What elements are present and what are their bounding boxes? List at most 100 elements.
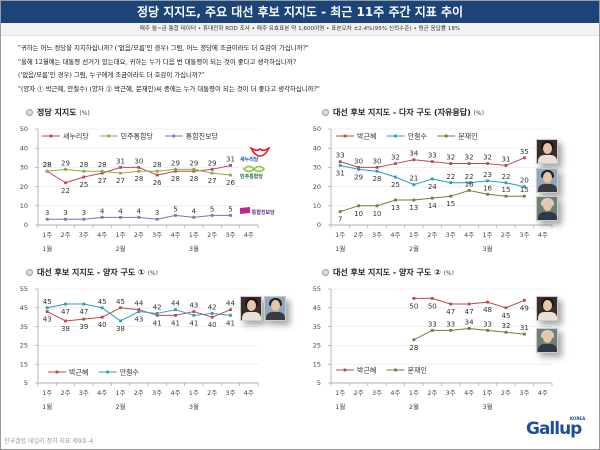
question-candidate: "올해 12월에는 대통령 선거가 있는데요, 귀하는 누가 다음 번 대통령이… — [18, 57, 297, 66]
data-label: 28 — [153, 161, 162, 169]
chart-multi: 0 10 20 30 40 50 1주 2주 3주 4주 1주 2주 3주 4주 1주 2주 3주 4주 1월 2월 3… — [313, 125, 553, 253]
data-label: 32 — [465, 154, 474, 162]
y-tick-label: 0 — [317, 221, 321, 229]
footer-note: 한국갤럽 데일리 정치 지표 제9호-4 — [4, 438, 94, 445]
data-label: 48 — [483, 306, 492, 314]
data-point — [174, 308, 177, 312]
saenuri-logo: 새누리당 — [240, 147, 271, 163]
data-label: 42 — [208, 303, 217, 311]
data-label: 15 — [501, 186, 510, 194]
data-label: 27 — [116, 177, 125, 185]
y-tick-label: 35 — [313, 323, 321, 331]
x-tick-label: 2주 — [427, 231, 437, 239]
legend-label: 문재인 — [408, 366, 427, 375]
data-point — [192, 167, 196, 171]
data-label: 10 — [373, 210, 382, 218]
x-tick-label: 2주 — [60, 231, 70, 239]
data-label: 20 — [520, 177, 529, 185]
data-point — [100, 169, 104, 173]
data-point — [64, 181, 67, 185]
data-label: 29 — [208, 159, 217, 167]
x-tick-label: 4주 — [97, 389, 107, 397]
data-point — [412, 158, 416, 162]
x-tick-label: 1주 — [335, 389, 345, 397]
data-label: 4 — [118, 207, 123, 215]
x-tick-label: 3주 — [519, 231, 529, 239]
data-point — [486, 162, 489, 165]
data-label: 47 — [446, 308, 455, 316]
data-label: 28 — [409, 344, 418, 352]
month-label: 2월 — [116, 244, 126, 253]
x-tick-label: 3주 — [446, 389, 456, 397]
chart-two1: 5 15 25 35 45 55 1주 2주 3주 4주 1주 2주 3주 4주 1주 2주 3주 4주 1월 2월 3… — [20, 285, 259, 411]
data-label: 42 — [153, 303, 162, 311]
x-tick-label: 2주 — [134, 389, 144, 397]
photo-ahn-cheolsoo — [536, 168, 558, 193]
bullet-icon — [26, 269, 33, 276]
data-label: 15 — [446, 200, 455, 208]
legend-label: 박근혜 — [69, 368, 88, 377]
legend-marker — [444, 134, 448, 138]
data-label: 31 — [226, 155, 235, 163]
y-tick-label: 15 — [313, 360, 321, 368]
data-point — [210, 315, 214, 319]
y-tick-label: 50 — [313, 125, 321, 133]
data-point — [119, 319, 122, 323]
x-tick-label: 2주 — [207, 231, 217, 239]
x-tick-label: 3주 — [446, 231, 456, 239]
data-label: 30 — [373, 157, 382, 165]
data-point — [412, 297, 416, 300]
data-point — [430, 297, 434, 300]
data-label: 29 — [171, 159, 180, 167]
y-tick-label: 5 — [317, 379, 321, 387]
data-label: 35 — [520, 148, 529, 156]
data-point — [430, 328, 434, 332]
data-label: 22 — [465, 173, 474, 181]
data-point — [504, 306, 508, 310]
data-label: 32 — [391, 154, 400, 162]
data-point — [210, 171, 214, 175]
x-tick-label: 2주 — [134, 231, 144, 239]
data-label: 28 — [171, 175, 180, 183]
data-label: 49 — [520, 304, 529, 312]
legend-label: 새누리당 — [63, 132, 89, 141]
data-point — [192, 313, 196, 317]
data-point — [82, 169, 86, 173]
x-tick-label: 2주 — [354, 231, 364, 239]
data-point — [357, 166, 361, 169]
data-label: 3 — [63, 209, 67, 217]
data-point — [357, 204, 361, 208]
x-tick-label: 3주 — [225, 389, 235, 397]
data-point — [430, 177, 434, 181]
data-label: 3 — [82, 209, 86, 217]
data-point — [338, 164, 342, 167]
x-tick-label: 4주 — [170, 231, 180, 239]
bullet-icon — [322, 269, 329, 276]
data-point — [64, 319, 67, 323]
data-point — [522, 332, 526, 336]
chart-title-two1: 대선 후보 지지도 - 양자 구도 ① (%) — [26, 267, 158, 278]
month-label: 1월 — [42, 402, 52, 411]
x-tick-label: 1주 — [115, 389, 125, 397]
legend-label: 박근혜 — [357, 132, 376, 141]
data-label: 25 — [79, 181, 88, 189]
data-label: 50 — [409, 302, 418, 310]
data-label: 32 — [446, 154, 455, 162]
y-tick-label: 35 — [20, 323, 28, 331]
month-label: 2월 — [116, 402, 126, 411]
x-tick-label: 4주 — [464, 231, 474, 239]
data-point — [394, 198, 397, 202]
month-label: 2월 — [409, 244, 419, 253]
x-tick-label: 4주 — [464, 389, 474, 397]
x-tick-label: 3주 — [152, 231, 162, 239]
data-label: 15 — [520, 186, 529, 194]
data-label: 5 — [228, 205, 232, 213]
data-point — [229, 173, 232, 177]
legend-label: 문재인 — [458, 132, 477, 141]
x-tick-label: 2주 — [207, 389, 217, 397]
data-point — [486, 192, 489, 196]
y-tick-label: 30 — [313, 164, 321, 172]
data-label: 32 — [483, 154, 492, 162]
data-label: 33 — [446, 320, 455, 328]
